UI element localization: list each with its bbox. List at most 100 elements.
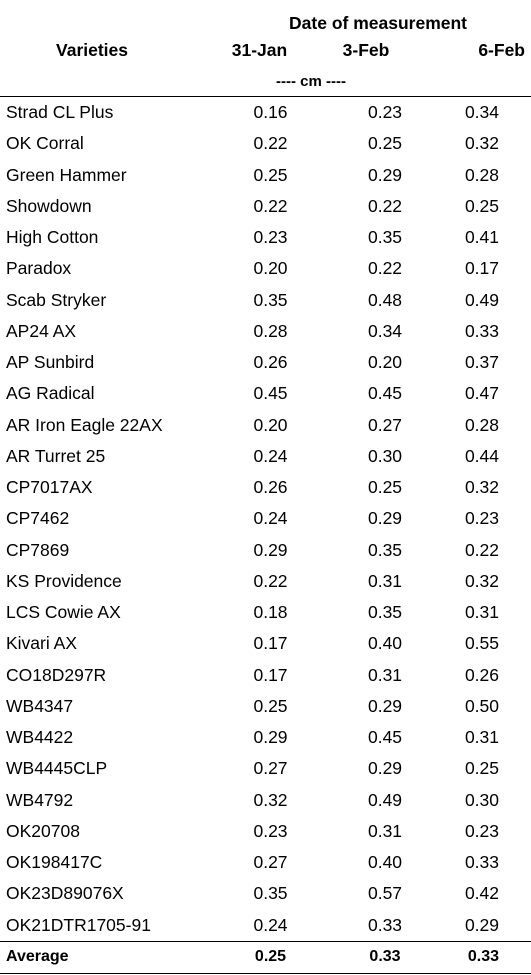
variety-cell: CP7017AX (6, 477, 93, 498)
value-cell-31jan: 0.17 (253, 633, 288, 654)
table-row: Green Hammer 0.25 0.29 0.28 (0, 160, 531, 191)
value-cell-3feb: 0.22 (367, 195, 403, 216)
value-cell-31jan: 0.25 (253, 695, 288, 716)
value-cell-31jan: 0.18 (253, 602, 288, 623)
table-row: LCS Cowie AX 0.18 0.35 0.31 (0, 597, 531, 628)
variety-cell: OK20708 (6, 820, 80, 841)
table-row: WB4347 0.25 0.29 0.50 (0, 691, 531, 722)
value-cell-31jan: 0.16 (253, 102, 288, 123)
variety-cell: CO18D297R (6, 664, 107, 685)
variety-cell: Strad CL Plus (6, 102, 114, 123)
table-row: High Cotton 0.23 0.35 0.41 (0, 222, 531, 253)
value-cell-3feb: 0.31 (367, 820, 403, 841)
table-row: AP Sunbird 0.26 0.20 0.37 (0, 347, 531, 378)
variety-cell: AP24 AX (6, 320, 77, 341)
table-row: OK198417C 0.27 0.40 0.33 (0, 847, 531, 878)
variety-cell: Paradox (6, 258, 72, 279)
value-cell-3feb: 0.29 (367, 695, 403, 716)
table-row: OK21DTR1705-91 0.24 0.33 0.29 (0, 910, 531, 942)
value-cell-6feb: 0.28 (464, 164, 500, 185)
table-row: CP7869 0.29 0.35 0.22 (0, 535, 531, 566)
variety-cell: CP7462 (6, 508, 70, 529)
value-cell-6feb: 0.42 (464, 883, 500, 904)
table-row: AR Turret 25 0.24 0.30 0.44 (0, 441, 531, 472)
variety-cell: WB4347 (6, 695, 74, 716)
unit-spacer-right (421, 66, 531, 97)
average-row: Average 0.25 0.33 0.33 (0, 940, 531, 974)
value-cell-3feb: 0.31 (367, 570, 403, 591)
value-cell-31jan: 0.22 (253, 195, 288, 216)
value-cell-6feb: 0.34 (464, 102, 500, 123)
variety-cell: High Cotton (6, 227, 99, 248)
table-row: WB4422 0.29 0.45 0.31 (0, 722, 531, 753)
varieties-header: Varieties (56, 40, 128, 60)
value-cell-6feb: 0.22 (464, 539, 500, 560)
value-cell-31jan: 0.22 (253, 133, 288, 154)
table-row: CO18D297R 0.17 0.31 0.26 (0, 660, 531, 691)
date-header-3: 6-Feb (478, 40, 526, 60)
value-cell-6feb: 0.17 (464, 258, 500, 279)
value-cell-31jan: 0.27 (253, 852, 288, 873)
value-cell-31jan: 0.24 (253, 508, 288, 529)
table-row: AG Radical 0.45 0.45 0.47 (0, 378, 531, 409)
header-spacer (0, 0, 200, 35)
value-cell-6feb: 0.31 (464, 602, 500, 623)
table-row: AR Iron Eagle 22AX 0.20 0.27 0.28 (0, 410, 531, 441)
value-cell-3feb: 0.31 (367, 664, 403, 685)
average-label: Average (0, 940, 200, 974)
value-cell-3feb: 0.34 (367, 320, 403, 341)
group-header: Date of measurement (289, 13, 468, 33)
value-cell-3feb: 0.35 (367, 227, 403, 248)
value-cell-31jan: 0.35 (253, 289, 288, 310)
value-cell-3feb: 0.57 (367, 883, 403, 904)
value-cell-3feb: 0.40 (367, 852, 403, 873)
variety-cell: AR Iron Eagle 22AX (6, 414, 163, 435)
value-cell-31jan: 0.35 (253, 883, 288, 904)
value-cell-3feb: 0.27 (367, 414, 403, 435)
table-row: Scab Stryker 0.35 0.48 0.49 (0, 285, 531, 316)
value-cell-6feb: 0.25 (464, 195, 500, 216)
variety-cell: Showdown (6, 195, 92, 216)
value-cell-31jan: 0.17 (253, 664, 288, 685)
value-cell-6feb: 0.44 (464, 445, 500, 466)
value-cell-6feb: 0.41 (464, 227, 500, 248)
table-row: OK23D89076X 0.35 0.57 0.42 (0, 878, 531, 909)
variety-cell: OK23D89076X (6, 883, 124, 904)
value-cell-6feb: 0.26 (464, 664, 500, 685)
variety-cell: WB4445CLP (6, 758, 108, 779)
value-cell-31jan: 0.20 (253, 258, 288, 279)
date-header-2: 3-Feb (342, 40, 390, 60)
value-cell-31jan: 0.25 (253, 164, 288, 185)
variety-cell: Green Hammer (6, 164, 127, 185)
table-row: WB4792 0.32 0.49 0.30 (0, 785, 531, 816)
value-cell-6feb: 0.32 (464, 477, 500, 498)
value-cell-6feb: 0.55 (464, 633, 500, 654)
value-cell-6feb: 0.47 (464, 383, 500, 404)
table-row: Showdown 0.22 0.22 0.25 (0, 191, 531, 222)
variety-cell: Kivari AX (6, 633, 77, 654)
variety-cell: WB4792 (6, 789, 74, 810)
value-cell-31jan: 0.24 (253, 914, 288, 935)
value-cell-31jan: 0.20 (253, 414, 288, 435)
value-cell-3feb: 0.29 (367, 164, 403, 185)
value-cell-6feb: 0.23 (464, 508, 500, 529)
table-row: KS Providence 0.22 0.31 0.32 (0, 566, 531, 597)
value-cell-3feb: 0.40 (367, 633, 403, 654)
value-cell-31jan: 0.32 (253, 789, 288, 810)
value-cell-3feb: 0.30 (367, 445, 403, 466)
value-cell-6feb: 0.49 (464, 289, 500, 310)
table-row: Paradox 0.20 0.22 0.17 (0, 253, 531, 284)
value-cell-3feb: 0.29 (367, 758, 403, 779)
table-row: CP7017AX 0.26 0.25 0.32 (0, 472, 531, 503)
value-cell-6feb: 0.30 (464, 789, 500, 810)
value-cell-3feb: 0.45 (367, 383, 403, 404)
value-cell-31jan: 0.24 (253, 445, 288, 466)
variety-cell: OK Corral (6, 133, 84, 154)
table-row: WB4445CLP 0.27 0.29 0.25 (0, 753, 531, 784)
value-cell-3feb: 0.49 (367, 789, 403, 810)
value-cell-31jan: 0.28 (253, 320, 288, 341)
value-cell-6feb: 0.23 (464, 820, 500, 841)
value-cell-3feb: 0.45 (367, 727, 403, 748)
value-cell-31jan: 0.29 (253, 727, 288, 748)
